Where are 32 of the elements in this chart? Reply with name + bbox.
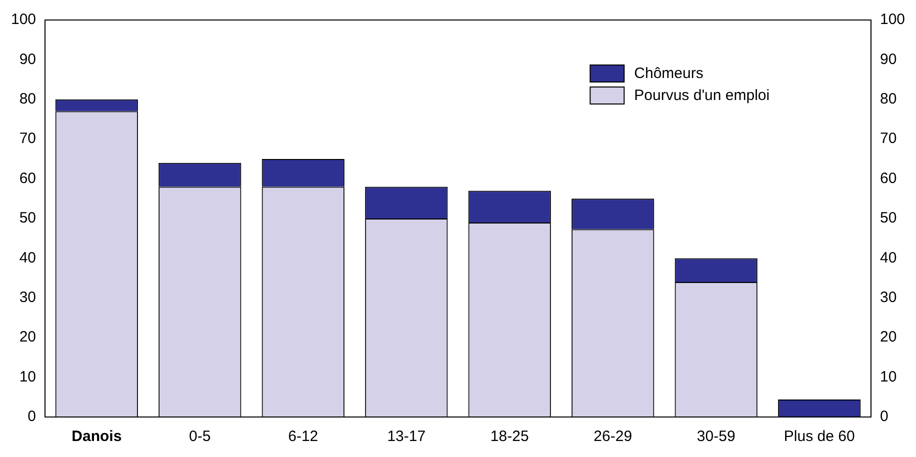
x-tick-label: Danois <box>72 428 122 446</box>
y-tick-label: 20 <box>19 328 36 346</box>
y-tick-label: 60 <box>19 170 36 187</box>
legend-label: Chômeurs <box>634 65 704 82</box>
y2-tick-label: 30 <box>880 289 897 306</box>
y2-tick-label: 20 <box>880 328 897 346</box>
y-tick-label: 30 <box>19 289 36 306</box>
legend-label: Pourvus d'un emploi <box>634 87 770 104</box>
y2-tick-label: 60 <box>880 170 897 187</box>
y2-tick-label: 50 <box>880 210 897 227</box>
y2-tick-label: 70 <box>880 130 897 148</box>
y-tick-label: 80 <box>19 90 36 108</box>
x-tick-label: 0-5 <box>189 428 211 446</box>
y-tick-label: 70 <box>19 130 36 148</box>
y-tick-label: 90 <box>19 50 36 68</box>
y2-tick-label: 100 <box>880 11 906 28</box>
x-tick-label: 13-17 <box>387 428 426 446</box>
y-tick-label: 0 <box>28 408 36 426</box>
y-tick-label: 10 <box>19 368 36 386</box>
x-tick-label: 26-29 <box>594 428 632 446</box>
y-tick-label: 50 <box>19 210 36 227</box>
y2-tick-label: 0 <box>880 408 888 426</box>
y2-tick-label: 40 <box>880 249 897 266</box>
y2-tick-label: 80 <box>880 90 897 108</box>
y-tick-label: 40 <box>19 249 36 266</box>
x-tick-label: Plus de 60 <box>784 428 855 446</box>
y2-tick-label: 10 <box>880 368 897 386</box>
x-tick-label: 6-12 <box>288 428 318 446</box>
x-tick-label: 30-59 <box>696 428 736 446</box>
y-tick-label: 100 <box>10 11 36 28</box>
x-tick-label: 18-25 <box>490 428 529 446</box>
y2-tick-label: 90 <box>880 50 897 68</box>
